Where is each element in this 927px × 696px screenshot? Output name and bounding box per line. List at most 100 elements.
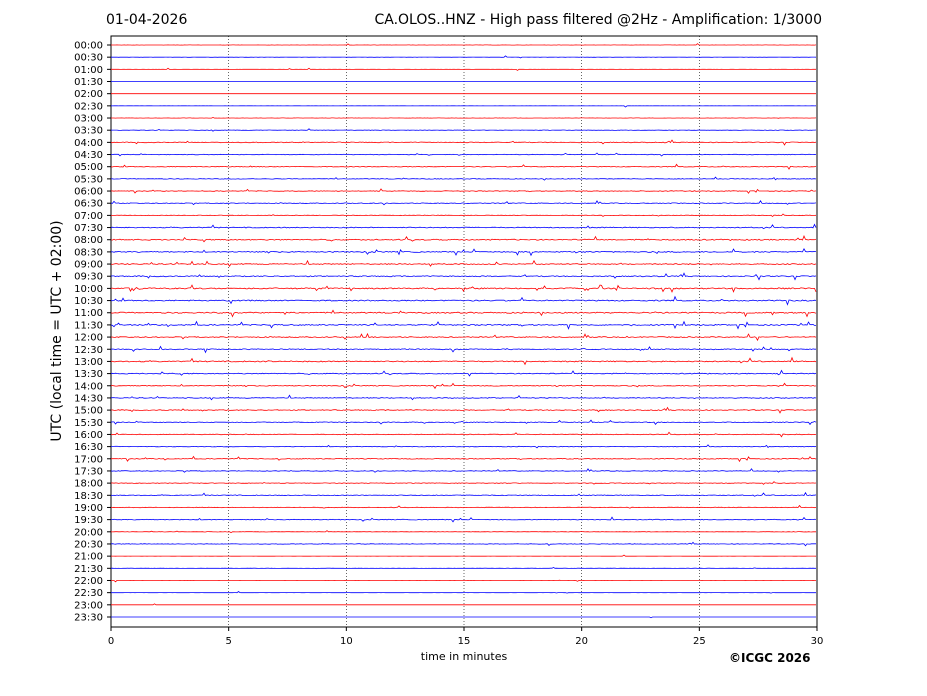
trace-1400 (110, 382, 817, 390)
x-tick-label: 30 (811, 636, 824, 647)
trace-0500 (110, 163, 817, 170)
trace-1330 (110, 369, 817, 377)
y-tick-label: 14:30 (74, 393, 103, 404)
y-tick-label: 19:00 (74, 503, 103, 514)
y-tick-label: 01:00 (74, 65, 103, 76)
trace-0300 (111, 116, 817, 119)
y-tick-label: 12:00 (74, 333, 103, 344)
y-tick-label: 02:30 (74, 101, 103, 112)
trace-0430 (110, 152, 817, 157)
y-tick-label: 20:30 (74, 539, 103, 550)
trace-1930 (111, 516, 817, 523)
y-tick-label: 22:30 (74, 588, 103, 599)
trace-0030 (111, 55, 817, 59)
y-tick-label: 00:30 (74, 53, 103, 64)
trace-0730 (110, 223, 817, 230)
y-tick-label: 15:30 (74, 418, 103, 429)
trace-2100 (111, 554, 817, 557)
y-tick-label: 05:00 (74, 162, 103, 173)
y-tick-label: 13:30 (74, 369, 103, 380)
trace-0800 (110, 234, 817, 243)
y-tick-label: 07:30 (74, 223, 103, 234)
trace-0530 (110, 176, 817, 181)
trace-1530 (110, 419, 817, 426)
y-tick-label: 23:00 (74, 600, 103, 611)
y-tick-label: 18:30 (74, 491, 103, 502)
y-tick-label: 05:30 (74, 174, 103, 185)
trace-2330 (111, 616, 816, 619)
y-tick-label: 00:00 (74, 41, 103, 52)
y-tick-label: 17:30 (74, 466, 103, 477)
y-tick-label: 08:30 (74, 247, 103, 258)
trace-1030 (110, 295, 817, 306)
x-axis-label: time in minutes (420, 650, 508, 663)
x-tick-label: 0 (108, 636, 114, 647)
y-tick-label: 19:30 (74, 515, 103, 526)
trace-1100 (110, 309, 817, 318)
y-tick-label: 14:00 (74, 381, 103, 392)
y-tick-label: 04:30 (74, 150, 103, 161)
x-tick-label: 15 (458, 636, 471, 647)
y-tick-label: 08:00 (74, 235, 103, 246)
y-tick-label: 10:30 (74, 296, 103, 307)
y-tick-label: 02:00 (74, 89, 103, 100)
trace-1600 (110, 431, 817, 438)
trace-0230 (110, 105, 817, 108)
x-tick-label: 5 (225, 636, 231, 647)
trace-0930 (110, 272, 817, 281)
trace-0900 (110, 259, 817, 267)
trace-1630 (111, 444, 817, 449)
y-tick-label: 22:00 (74, 576, 103, 587)
trace-0330 (110, 128, 817, 132)
y-tick-label: 07:00 (74, 211, 103, 222)
y-tick-label: 21:00 (74, 552, 103, 563)
trace-2030 (110, 541, 816, 547)
y-tick-label: 09:00 (74, 260, 103, 271)
trace-1200 (110, 332, 817, 342)
trace-1430 (110, 394, 817, 401)
trace-1730 (110, 468, 816, 473)
y-tick-label: 06:00 (74, 187, 103, 198)
trace-1230 (110, 345, 816, 354)
y-tick-label: 18:00 (74, 479, 103, 490)
y-tick-label: 03:30 (74, 126, 103, 137)
y-tick-label: 03:00 (74, 114, 103, 125)
plot-frame (110, 35, 818, 628)
trace-1700 (110, 455, 817, 463)
trace-0600 (110, 188, 817, 194)
y-tick-label: 23:30 (74, 612, 103, 623)
date-label: 01-04-2026 (106, 12, 188, 28)
trace-0700 (110, 213, 817, 218)
x-tick-label: 20 (575, 636, 588, 647)
trace-0400 (110, 139, 817, 146)
y-tick-label: 16:30 (74, 442, 103, 453)
trace-1900 (111, 504, 817, 509)
trace-2230 (110, 590, 817, 594)
x-tick-label: 10 (340, 636, 353, 647)
trace-0630 (110, 200, 817, 206)
y-tick-label: 09:30 (74, 272, 103, 283)
trace-0100 (111, 67, 816, 71)
y-tick-label: 12:30 (74, 345, 103, 356)
y-tick-label: 13:00 (74, 357, 103, 368)
trace-1800 (110, 481, 817, 485)
y-tick-label: 21:30 (74, 564, 103, 575)
y-tick-label: 17:00 (74, 454, 103, 465)
y-tick-label: 16:00 (74, 430, 103, 441)
trace-2000 (110, 530, 816, 534)
trace-1130 (110, 320, 816, 330)
y-tick-label: 04:00 (74, 138, 103, 149)
trace-1830 (110, 491, 817, 497)
y-tick-label: 06:30 (74, 199, 103, 210)
trace-1500 (110, 406, 816, 414)
x-tick-label: 25 (693, 636, 706, 647)
trace-0000 (111, 43, 817, 46)
y-tick-label: 01:30 (74, 77, 103, 88)
copyright-label: ©ICGC 2026 (729, 651, 811, 665)
y-tick-label: 20:00 (74, 527, 103, 538)
y-tick-label: 15:00 (74, 406, 103, 417)
trace-0830 (110, 247, 817, 257)
trace-1300 (110, 356, 817, 366)
trace-2130 (110, 566, 816, 570)
